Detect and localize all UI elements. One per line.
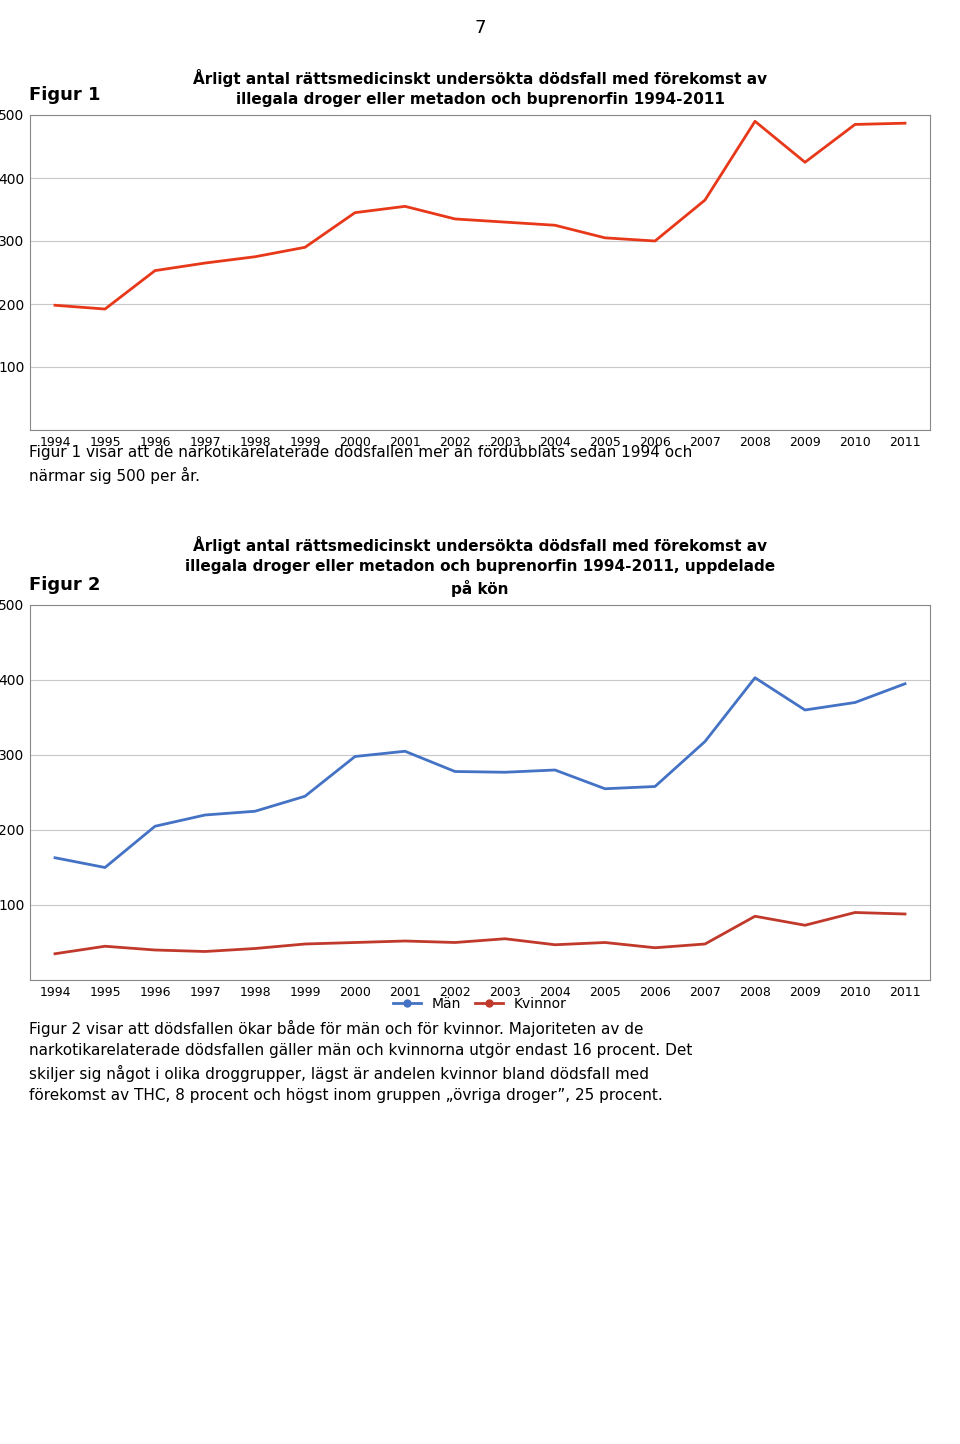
Title: Årligt antal rättsmedicinskt undersökta dödsfall med förekomst av
illegala droge: Årligt antal rättsmedicinskt undersökta … — [185, 537, 775, 596]
Text: 7: 7 — [474, 19, 486, 38]
Text: Figur 1 visar att de narkotikarelaterade dödsfallen mer än fördubblats sedan 199: Figur 1 visar att de narkotikarelaterade… — [29, 445, 692, 484]
Legend: Män, Kvinnor: Män, Kvinnor — [388, 991, 572, 1017]
Text: Figur 2: Figur 2 — [29, 576, 100, 593]
Title: Årligt antal rättsmedicinskt undersökta dödsfall med förekomst av
illegala droge: Årligt antal rättsmedicinskt undersökta … — [193, 69, 767, 107]
Text: Figur 1: Figur 1 — [29, 87, 100, 104]
Text: Figur 2 visar att dödsfallen ökar både för män och för kvinnor. Majoriteten av d: Figur 2 visar att dödsfallen ökar både f… — [29, 1019, 692, 1103]
